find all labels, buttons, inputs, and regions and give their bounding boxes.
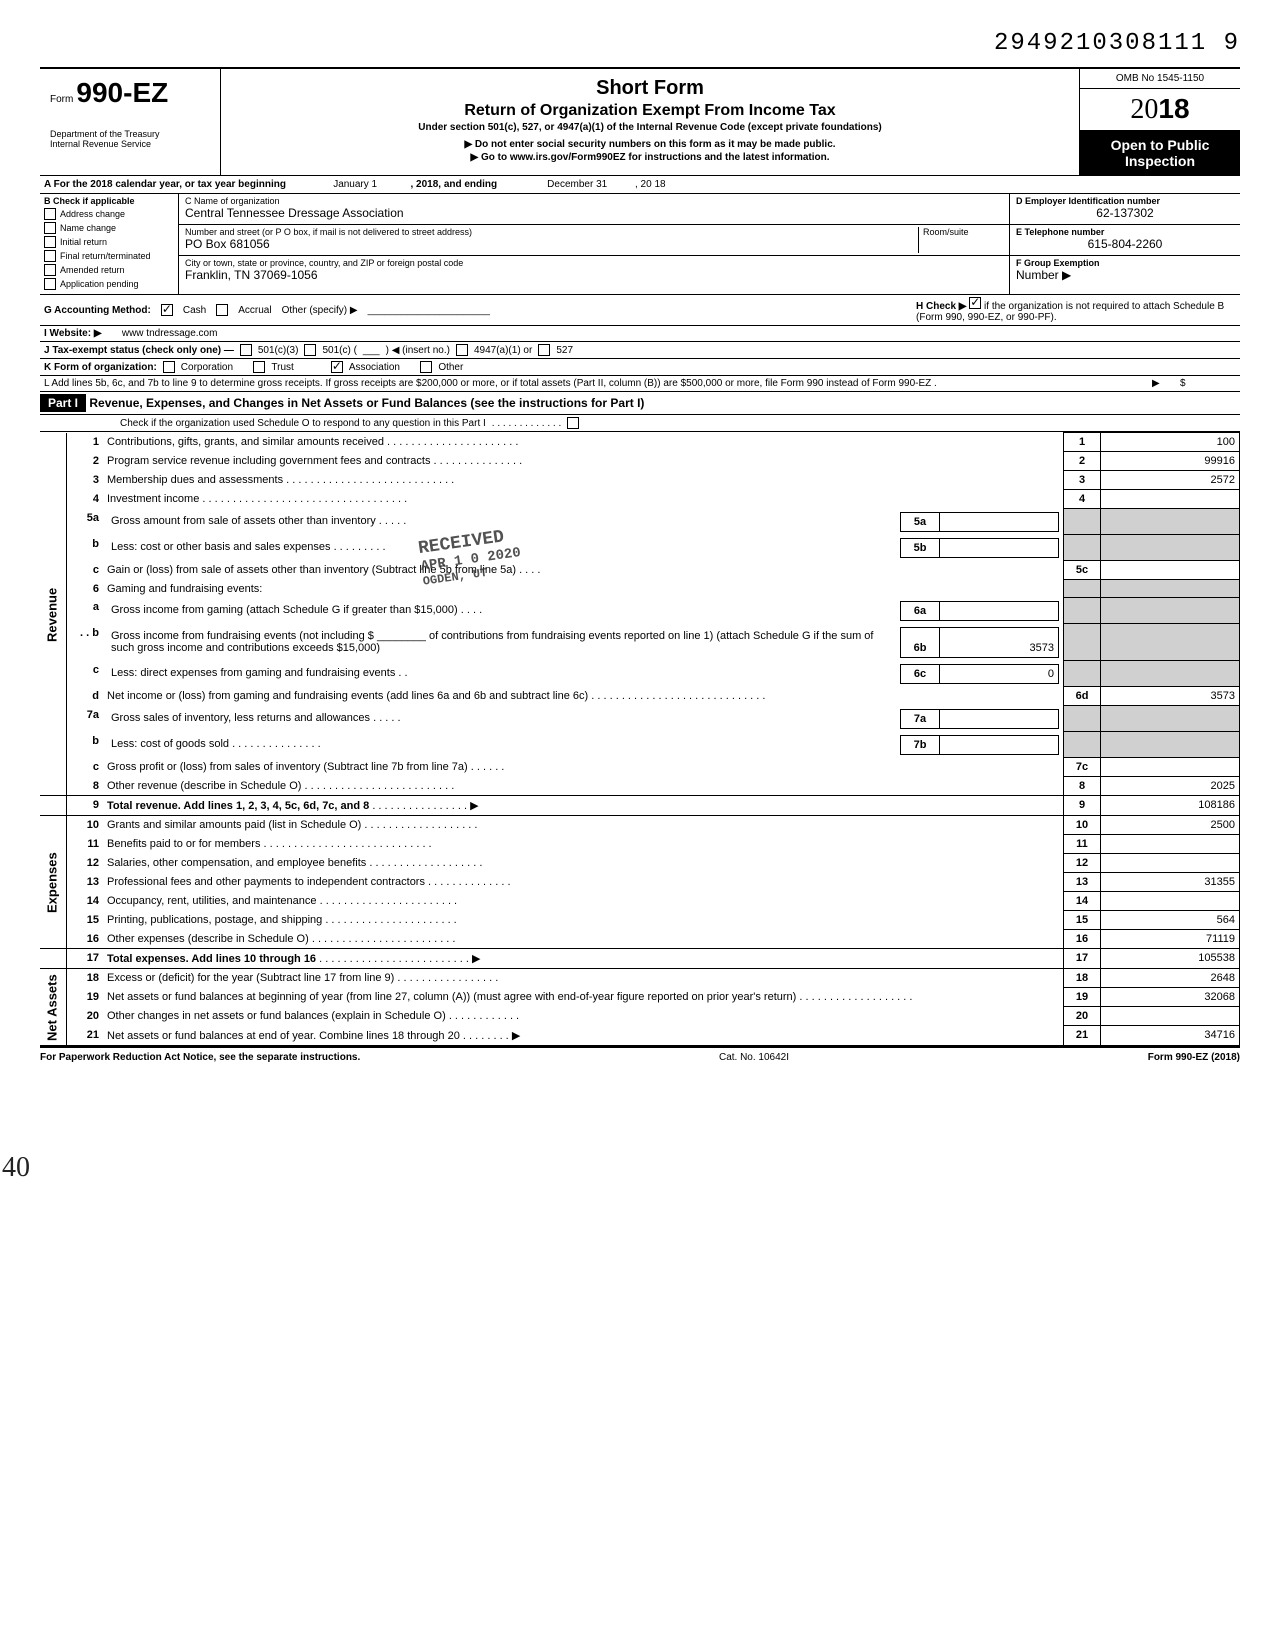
side-revenue: Revenue: [40, 433, 67, 796]
group-label: F Group Exemption: [1016, 258, 1100, 268]
street-value: PO Box 681056: [185, 237, 918, 251]
row-j-tax-exempt: J Tax-exempt status (check only one) — 5…: [40, 342, 1240, 359]
cb-501c[interactable]: [304, 344, 316, 356]
form-header: Form 990-EZ Department of the Treasury I…: [40, 67, 1240, 176]
group-number: Number ▶: [1016, 268, 1234, 282]
omb-number: OMB No 1545-1150: [1080, 69, 1240, 89]
phone-value: 615-804-2260: [1016, 237, 1234, 251]
cb-association[interactable]: [331, 361, 343, 373]
row-g-h: G Accounting Method: Cash Accrual Other …: [40, 295, 1240, 326]
cb-cash[interactable]: [161, 304, 173, 316]
part-1-header: Part I Revenue, Expenses, and Changes in…: [40, 392, 1240, 415]
ein-value: 62-137302: [1016, 206, 1234, 220]
street-label: Number and street (or P O box, if mail i…: [185, 227, 918, 237]
dept-treasury: Department of the Treasury: [50, 129, 210, 139]
cb-application-pending[interactable]: Application pending: [44, 278, 174, 290]
cb-4947[interactable]: [456, 344, 468, 356]
instr-1: ▶ Do not enter social security numbers o…: [231, 139, 1069, 150]
subtitle: Under section 501(c), 527, or 4947(a)(1)…: [231, 122, 1069, 133]
lines-table: Revenue 1Contributions, gifts, grants, a…: [40, 432, 1240, 1047]
footer: For Paperwork Reduction Act Notice, see …: [40, 1047, 1240, 1063]
side-net-assets: Net Assets: [40, 969, 67, 1046]
part-1-check: Check if the organization used Schedule …: [40, 415, 1240, 432]
city-value: Franklin, TN 37069-1056: [185, 268, 1003, 282]
row-l: L Add lines 5b, 6c, and 7b to line 9 to …: [40, 376, 1240, 392]
city-label: City or town, state or province, country…: [185, 258, 1003, 268]
handwritten-note: 40: [2, 1152, 30, 1184]
page-number: 2949210308111 9: [40, 30, 1240, 57]
cb-name-change[interactable]: Name change: [44, 222, 174, 234]
cb-501c3[interactable]: [240, 344, 252, 356]
side-expenses: Expenses: [40, 816, 67, 949]
org-name-label: C Name of organization: [185, 196, 1003, 206]
cb-527[interactable]: [538, 344, 550, 356]
form-id-box: Form 990-EZ Department of the Treasury I…: [40, 69, 221, 175]
title-short: Short Form: [231, 77, 1069, 100]
form-prefix: Form: [50, 94, 73, 105]
cb-accrual[interactable]: [216, 304, 228, 316]
instr-2: ▶ Go to www.irs.gov/Form990EZ for instru…: [231, 152, 1069, 163]
org-name: Central Tennessee Dressage Association: [185, 206, 1003, 220]
section-b: B Check if applicable Address change Nam…: [40, 194, 179, 294]
omb-box: OMB No 1545-1150 2018 Open to Public Ins…: [1079, 69, 1240, 175]
phone-label: E Telephone number: [1016, 227, 1104, 237]
tax-year: 2018: [1080, 89, 1240, 131]
row-k-form-org: K Form of organization: Corporation Trus…: [40, 359, 1240, 376]
cb-initial-return[interactable]: Initial return: [44, 236, 174, 248]
cb-final-return[interactable]: Final return/terminated: [44, 250, 174, 262]
open-to-public: Open to Public Inspection: [1080, 131, 1240, 175]
cb-address-change[interactable]: Address change: [44, 208, 174, 220]
cb-trust[interactable]: [253, 361, 265, 373]
title-main: Return of Organization Exempt From Incom…: [231, 102, 1069, 120]
footer-mid: Cat. No. 10642I: [719, 1052, 789, 1063]
room-label: Room/suite: [923, 227, 1003, 237]
section-b-header: B Check if applicable: [44, 196, 135, 206]
section-c: C Name of organization Central Tennessee…: [179, 194, 1009, 294]
dept-irs: Internal Revenue Service: [50, 139, 210, 149]
cb-schedule-b[interactable]: [969, 297, 981, 309]
section-d: D Employer Identification number 62-1373…: [1009, 194, 1240, 294]
footer-right: Form 990-EZ (2018): [1148, 1052, 1240, 1063]
row-a-calendar-year: A For the 2018 calendar year, or tax yea…: [40, 176, 1240, 194]
cb-amended-return[interactable]: Amended return: [44, 264, 174, 276]
website-value: www tndressage.com: [122, 328, 218, 339]
footer-left: For Paperwork Reduction Act Notice, see …: [40, 1052, 360, 1063]
cb-other-org[interactable]: [420, 361, 432, 373]
ein-label: D Employer Identification number: [1016, 196, 1160, 206]
cb-schedule-o-part1[interactable]: [567, 417, 579, 429]
cb-corporation[interactable]: [163, 361, 175, 373]
info-grid: B Check if applicable Address change Nam…: [40, 194, 1240, 295]
row-i-website: I Website: ▶ www tndressage.com: [40, 326, 1240, 342]
form-number: 990-EZ: [76, 77, 168, 108]
title-center: Short Form Return of Organization Exempt…: [221, 69, 1079, 175]
